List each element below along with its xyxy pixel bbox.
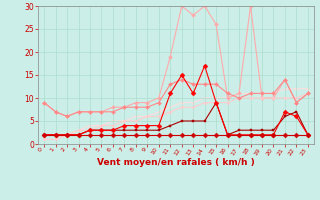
X-axis label: Vent moyen/en rafales ( km/h ): Vent moyen/en rafales ( km/h ) [97, 158, 255, 167]
